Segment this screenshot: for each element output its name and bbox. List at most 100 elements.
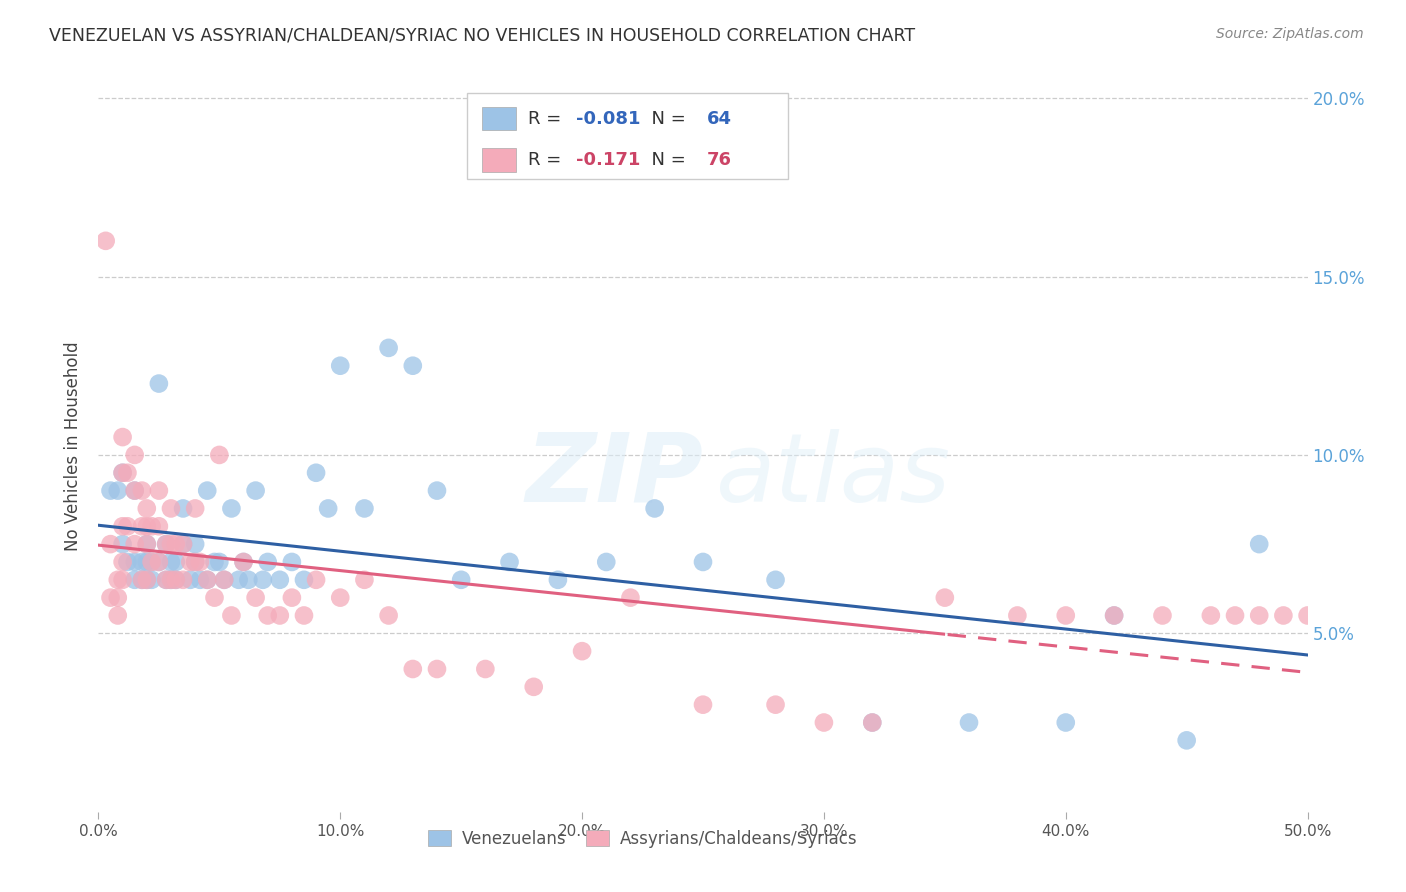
Point: [155, 573, 177, 587]
Point: [292, 573, 315, 587]
Point: [1175, 733, 1198, 747]
Point: [160, 501, 183, 516]
Point: [765, 698, 787, 712]
Text: atlas: atlas: [716, 429, 950, 522]
Point: [1054, 715, 1077, 730]
Point: [111, 466, 134, 480]
Point: [619, 591, 641, 605]
Point: [329, 591, 352, 605]
Point: [256, 608, 278, 623]
Point: [135, 501, 157, 516]
Point: [111, 555, 134, 569]
Point: [957, 715, 980, 730]
Point: [124, 573, 146, 587]
Point: [1199, 608, 1222, 623]
Point: [281, 591, 304, 605]
Point: [353, 573, 375, 587]
Point: [228, 573, 250, 587]
Text: N =: N =: [640, 110, 692, 128]
Point: [426, 483, 449, 498]
Point: [165, 573, 187, 587]
Point: [111, 466, 134, 480]
Point: [160, 555, 183, 569]
Y-axis label: No Vehicles in Household: No Vehicles in Household: [65, 341, 83, 551]
Point: [111, 573, 134, 587]
Point: [474, 662, 496, 676]
Point: [1152, 608, 1174, 623]
Point: [117, 466, 139, 480]
Point: [184, 555, 207, 569]
Point: [1102, 608, 1125, 623]
Point: [135, 537, 157, 551]
Point: [377, 608, 399, 623]
Point: [377, 341, 399, 355]
Point: [165, 573, 187, 587]
Point: [117, 555, 139, 569]
Point: [692, 698, 714, 712]
Point: [269, 608, 291, 623]
Point: [1223, 608, 1246, 623]
Point: [1249, 537, 1271, 551]
Point: [111, 430, 134, 444]
Point: [184, 501, 207, 516]
Point: [316, 501, 339, 516]
FancyBboxPatch shape: [467, 93, 787, 179]
Point: [148, 519, 170, 533]
Point: [184, 555, 207, 569]
Point: [813, 715, 835, 730]
Point: [141, 573, 163, 587]
Point: [256, 555, 278, 569]
Text: 64: 64: [707, 110, 731, 128]
Point: [107, 608, 129, 623]
Point: [221, 608, 243, 623]
Point: [131, 555, 153, 569]
Point: [1007, 608, 1029, 623]
Text: R =: R =: [527, 110, 567, 128]
Point: [124, 537, 146, 551]
Point: [595, 555, 617, 569]
Point: [188, 573, 211, 587]
Point: [141, 555, 163, 569]
Point: [100, 591, 122, 605]
Point: [195, 573, 218, 587]
Point: [131, 519, 153, 533]
Point: [111, 519, 134, 533]
Point: [107, 591, 129, 605]
Point: [450, 573, 472, 587]
Point: [111, 537, 134, 551]
Point: [204, 555, 226, 569]
Point: [245, 483, 267, 498]
Point: [281, 555, 304, 569]
Point: [329, 359, 352, 373]
Point: [292, 608, 315, 623]
Point: [252, 573, 274, 587]
Point: [523, 680, 546, 694]
Bar: [482, 148, 516, 172]
Point: [141, 555, 163, 569]
Point: [135, 573, 157, 587]
Point: [94, 234, 117, 248]
Text: -0.171: -0.171: [576, 151, 640, 169]
Point: [141, 519, 163, 533]
Point: [860, 715, 883, 730]
Point: [172, 537, 194, 551]
Point: [547, 573, 569, 587]
Point: [172, 537, 194, 551]
Point: [165, 555, 187, 569]
Bar: [482, 107, 516, 130]
Point: [305, 573, 328, 587]
Point: [204, 591, 226, 605]
Point: [135, 537, 157, 551]
Point: [188, 555, 211, 569]
Point: [245, 591, 267, 605]
Point: [195, 573, 218, 587]
Point: [124, 555, 146, 569]
Point: [238, 573, 260, 587]
Point: [1249, 608, 1271, 623]
Text: N =: N =: [640, 151, 692, 169]
Point: [148, 555, 170, 569]
Point: [100, 483, 122, 498]
Point: [117, 519, 139, 533]
Point: [148, 555, 170, 569]
Point: [148, 483, 170, 498]
